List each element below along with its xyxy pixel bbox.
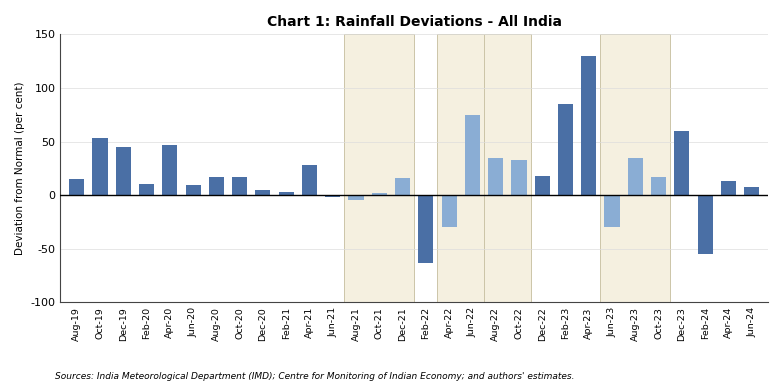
Bar: [372, 193, 387, 195]
Bar: [511, 160, 526, 195]
Y-axis label: Deviation from Normal (per cent): Deviation from Normal (per cent): [15, 82, 25, 255]
Bar: [442, 195, 456, 227]
Bar: [186, 185, 200, 195]
Bar: [116, 147, 131, 195]
Bar: [465, 115, 480, 195]
Bar: [69, 179, 85, 195]
Bar: [744, 187, 760, 195]
Bar: [325, 195, 341, 197]
Bar: [721, 181, 736, 195]
Bar: [604, 195, 619, 227]
Bar: [674, 131, 690, 195]
Bar: [348, 195, 363, 200]
FancyBboxPatch shape: [438, 34, 484, 302]
FancyBboxPatch shape: [345, 34, 414, 302]
Bar: [279, 192, 294, 195]
Bar: [139, 184, 154, 195]
Bar: [418, 195, 434, 263]
Bar: [651, 177, 666, 195]
Bar: [395, 178, 410, 195]
Bar: [698, 195, 713, 254]
Bar: [162, 145, 178, 195]
Bar: [209, 177, 224, 195]
Bar: [581, 56, 597, 195]
FancyBboxPatch shape: [601, 34, 670, 302]
Bar: [302, 165, 317, 195]
Text: Sources: India Meteorological Department (IMD); Centre for Monitoring of Indian : Sources: India Meteorological Department…: [55, 372, 574, 381]
Bar: [488, 158, 503, 195]
Bar: [255, 190, 270, 195]
Bar: [628, 158, 643, 195]
Title: Chart 1: Rainfall Deviations - All India: Chart 1: Rainfall Deviations - All India: [267, 15, 561, 29]
Bar: [535, 176, 550, 195]
FancyBboxPatch shape: [484, 34, 531, 302]
Bar: [92, 138, 107, 195]
Bar: [232, 177, 247, 195]
Bar: [558, 104, 573, 195]
